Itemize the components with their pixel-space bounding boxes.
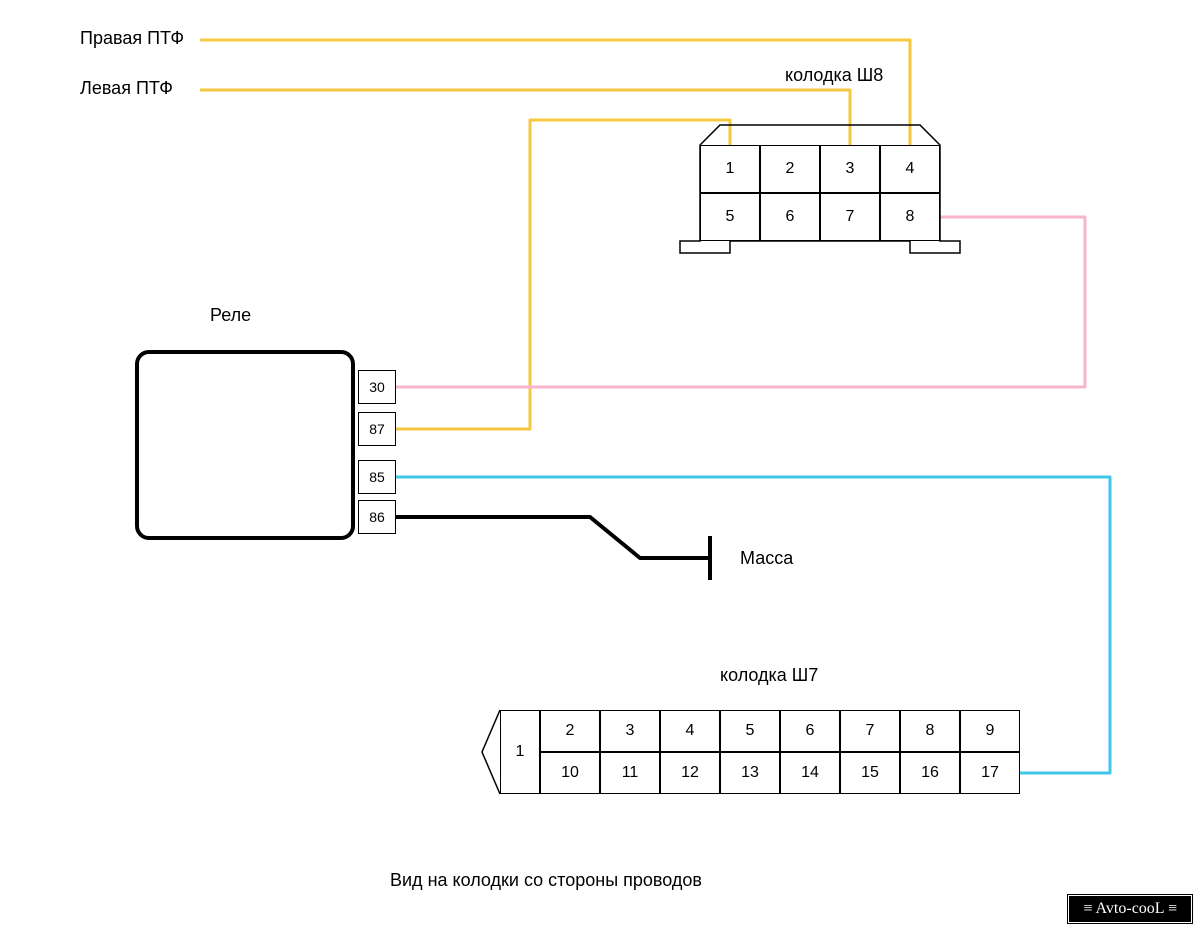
sh7-pin-11: 11 (600, 752, 660, 794)
sh8-pin-7: 7 (820, 193, 880, 241)
sh7-pin-10: 10 (540, 752, 600, 794)
sh7-pin-17: 17 (960, 752, 1020, 794)
caption: Вид на колодки со стороны проводов (390, 870, 702, 891)
sh7-pin-9: 9 (960, 710, 1020, 752)
label-right-ptf: Правая ПТФ (80, 28, 184, 49)
watermark: ≡ Avto-cooL ≡ (1068, 895, 1192, 923)
relay-pin-87: 87 (358, 412, 396, 446)
relay-body (135, 350, 355, 540)
sh7-pin-5: 5 (720, 710, 780, 752)
label-sh8: колодка Ш8 (785, 65, 883, 86)
sh7-pin-4: 4 (660, 710, 720, 752)
sh7-pin-13: 13 (720, 752, 780, 794)
label-left-ptf: Левая ПТФ (80, 78, 173, 99)
sh8-pin-3: 3 (820, 145, 880, 193)
sh7-pin-14: 14 (780, 752, 840, 794)
relay-pin-85: 85 (358, 460, 396, 494)
sh8-pin-1: 1 (700, 145, 760, 193)
sh7-pin-8: 8 (900, 710, 960, 752)
label-sh7: колодка Ш7 (720, 665, 818, 686)
sh8-pin-2: 2 (760, 145, 820, 193)
sh7-pin-12: 12 (660, 752, 720, 794)
sh8-pin-8: 8 (880, 193, 940, 241)
sh7-pin-3: 3 (600, 710, 660, 752)
sh7-pin-1: 1 (500, 710, 540, 794)
relay-pin-86: 86 (358, 500, 396, 534)
sh8-pin-6: 6 (760, 193, 820, 241)
sh7-pin-15: 15 (840, 752, 900, 794)
sh8-pin-4: 4 (880, 145, 940, 193)
relay-pin-30: 30 (358, 370, 396, 404)
label-relay: Реле (210, 305, 251, 326)
sh7-pin-6: 6 (780, 710, 840, 752)
sh7-pin-16: 16 (900, 752, 960, 794)
label-ground: Масса (740, 548, 793, 569)
sh7-pin-2: 2 (540, 710, 600, 752)
sh8-pin-5: 5 (700, 193, 760, 241)
sh7-pin-7: 7 (840, 710, 900, 752)
